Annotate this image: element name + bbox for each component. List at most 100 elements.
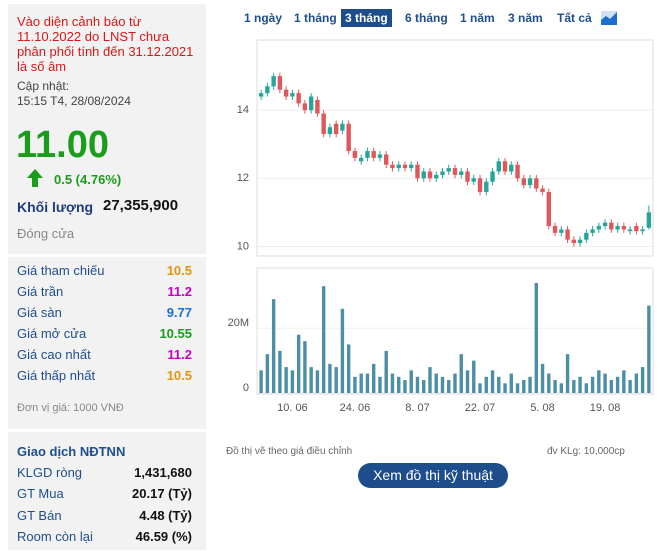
volume-frame (256, 267, 654, 395)
volume-bar (634, 373, 639, 393)
price-value: 10.55 (159, 326, 192, 341)
candle-body (327, 127, 333, 135)
candle-body (584, 232, 589, 240)
candle-body (577, 239, 583, 244)
volume-bar (321, 286, 326, 393)
volume-bar (497, 376, 501, 393)
x-tick-label: 24. 06 (340, 402, 371, 414)
candle-body (621, 226, 627, 230)
candle-body (490, 171, 495, 182)
candle-body (277, 76, 283, 90)
range-tab[interactable]: 1 tháng (294, 11, 337, 25)
updated-time: 15:15 T4, 28/08/2024 (17, 94, 131, 108)
candle-body (590, 229, 595, 233)
info-panel: Vào diện cảnh báo từ 11.10.2022 do LNST … (8, 4, 206, 550)
candle-body (640, 229, 645, 232)
price-value: 9.77 (166, 305, 192, 320)
volume-bar (447, 380, 451, 393)
candle-body (546, 191, 552, 227)
up-arrow (27, 169, 43, 187)
range-tab[interactable]: 1 năm (460, 11, 495, 25)
candle-body (615, 226, 620, 230)
volume-bar (528, 376, 532, 393)
volume-bar (609, 380, 614, 393)
volume-bar (553, 380, 557, 393)
candle-body (302, 103, 308, 111)
candle-body (402, 164, 408, 169)
candle-body (646, 212, 652, 228)
foreign-label: KLGD ròng (17, 465, 83, 480)
volume-bar (397, 376, 401, 393)
candle-body (540, 188, 545, 192)
candle-body (596, 226, 602, 230)
range-tab[interactable]: 6 tháng (405, 11, 448, 25)
candle-body (496, 161, 501, 172)
volume-label: Khối lượng (17, 199, 94, 215)
volume-bar (296, 334, 301, 393)
candle-body (602, 222, 608, 227)
volume-bar (622, 370, 626, 393)
candle-body (509, 164, 514, 172)
range-tab[interactable]: 1 ngày (244, 11, 283, 25)
volume-bar (615, 376, 620, 393)
price-label: Giá mở cửa (17, 326, 87, 341)
volume-bar (371, 363, 376, 393)
candle-body (552, 226, 558, 233)
price-label: Giá cao nhất (17, 347, 91, 362)
technical-chart-button[interactable]: Xem đồ thị kỹ thuật (358, 463, 508, 488)
volume-bar (328, 363, 332, 393)
volume-bar (490, 370, 495, 393)
chart-icon[interactable] (600, 10, 618, 26)
change: 0.5 (4.76%) (54, 172, 122, 187)
foreign-label: GT Bán (17, 507, 62, 523)
volume-bar (640, 367, 645, 393)
volume-bar (584, 383, 589, 393)
candle-body (502, 161, 508, 172)
x-tick-label: 22. 07 (465, 402, 496, 414)
range-tab[interactable]: Tất cả (557, 11, 592, 25)
price-value: 11.2 (167, 347, 192, 362)
candle-body (559, 229, 564, 233)
updated-label: Cập nhật: (17, 79, 70, 93)
candle-body (534, 178, 539, 189)
foreign-value: 20.17 (Tỷ) (132, 486, 192, 502)
volume-bar (334, 367, 338, 393)
candle-body (434, 174, 439, 179)
x-tick-label: 8. 07 (405, 402, 429, 414)
volume-bar (578, 376, 582, 393)
range-tab[interactable]: 3 năm (508, 11, 543, 25)
volume-bar (503, 383, 507, 393)
volume-bar (359, 373, 363, 393)
volume-bar (453, 373, 457, 393)
price-value: 11.2 (167, 284, 192, 299)
candle-body (283, 89, 289, 97)
volume-bar (384, 350, 388, 393)
candle-body (427, 171, 433, 179)
volume-bar (271, 299, 276, 393)
volume-bar (422, 380, 426, 393)
candle-body (265, 86, 270, 94)
candle-body (396, 164, 401, 169)
foreign-value: 46.59 (%) (135, 528, 192, 544)
candle-body (571, 239, 577, 244)
volume-bar (515, 383, 520, 393)
separator (8, 429, 206, 432)
range-tab[interactable]: 3 tháng (341, 9, 392, 27)
candle-body (315, 99, 320, 114)
candle-body (440, 171, 445, 175)
volume-bar (259, 370, 263, 393)
volume-bar (459, 354, 463, 393)
candle-body (609, 222, 614, 230)
price-value: 10.5 (166, 368, 192, 383)
candle-body (384, 154, 389, 165)
volume-bar (590, 376, 595, 393)
volume-bar (540, 363, 545, 393)
y-tick-label: 14 (237, 104, 249, 116)
volume-bar (346, 344, 351, 393)
volume-bar (547, 373, 551, 393)
price-value: 10.5 (166, 263, 192, 278)
unit-note: Đơn vị giá: 1000 VNĐ (17, 402, 124, 414)
candle-body (565, 229, 570, 240)
warning: Vào diện cảnh báo từ 11.10.2022 do LNST … (17, 14, 194, 74)
